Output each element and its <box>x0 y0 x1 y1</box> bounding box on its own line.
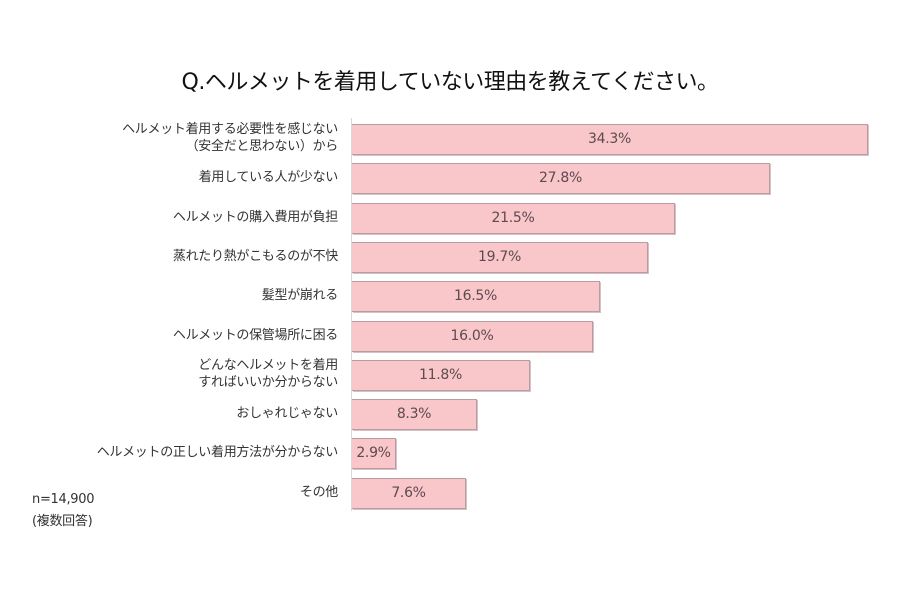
category-label-line: ヘルメットの保管場所に困る <box>172 328 338 343</box>
category-label-line: 髪型が崩れる <box>261 288 339 303</box>
category-label-line: ヘルメットの正しい着用方法が分からない <box>96 445 339 460</box>
value-label: 27.8% <box>539 170 582 186</box>
category-label-line: その他 <box>299 485 338 500</box>
answer-type-note: (複数回答) <box>32 514 93 529</box>
value-label: 11.8% <box>419 367 462 383</box>
category-label: ヘルメット着用する必要性を感じない （安全だと思わない）から <box>122 121 338 155</box>
y-axis-line <box>351 118 352 511</box>
bar: 27.8% <box>352 163 770 194</box>
category-label-line: どんなヘルメットを着用 <box>198 358 338 373</box>
category-label: 蒸れたり熱がこもるのが不快 <box>173 248 338 265</box>
value-label: 7.6% <box>391 485 426 501</box>
category-label: 着用している人が少ない <box>198 169 339 186</box>
bar: 2.9% <box>352 438 396 469</box>
bar: 19.7% <box>352 242 648 273</box>
category-label-line: 着用している人が少ない <box>198 170 339 185</box>
category-label: おしゃれじゃない <box>236 405 338 422</box>
value-label: 16.5% <box>454 288 497 304</box>
value-label: 34.3% <box>588 131 631 147</box>
bar: 11.8% <box>352 360 530 391</box>
chart-title: Q.ヘルメットを着用していない理由を教えてください。 <box>181 70 719 95</box>
category-label: その他 <box>300 484 338 501</box>
bar: 21.5% <box>352 203 675 234</box>
category-label-line: ヘルメットの購入費用が負担 <box>172 210 338 225</box>
category-label-line: すればいいか分からない <box>198 375 338 390</box>
category-label: どんなヘルメットを着用 すればいいか分からない <box>198 357 338 391</box>
value-label: 8.3% <box>396 406 432 422</box>
category-label-line: （安全だと思わない）から <box>185 139 339 154</box>
value-label: 19.7% <box>478 249 521 265</box>
category-label-line: ヘルメット着用する必要性を感じない <box>122 122 338 137</box>
category-label: 髪型が崩れる <box>261 287 339 304</box>
bar: 8.3% <box>352 399 477 430</box>
sample-size-note: n=14,900 <box>32 492 95 507</box>
category-label-line: おしゃれじゃない <box>236 406 338 421</box>
bar: 34.3% <box>352 124 868 155</box>
value-label: 2.9% <box>356 445 391 461</box>
value-label: 16.0% <box>450 328 494 344</box>
bar: 16.5% <box>352 281 600 312</box>
category-label: ヘルメットの正しい着用方法が分からない <box>96 444 339 461</box>
bar: 16.0% <box>352 321 593 352</box>
value-label: 21.5% <box>491 210 535 226</box>
category-label: ヘルメットの購入費用が負担 <box>173 209 338 226</box>
category-label-line: 蒸れたり熱がこもるのが不快 <box>172 249 338 264</box>
category-label: ヘルメットの保管場所に困る <box>173 327 338 344</box>
bar: 7.6% <box>352 478 466 509</box>
